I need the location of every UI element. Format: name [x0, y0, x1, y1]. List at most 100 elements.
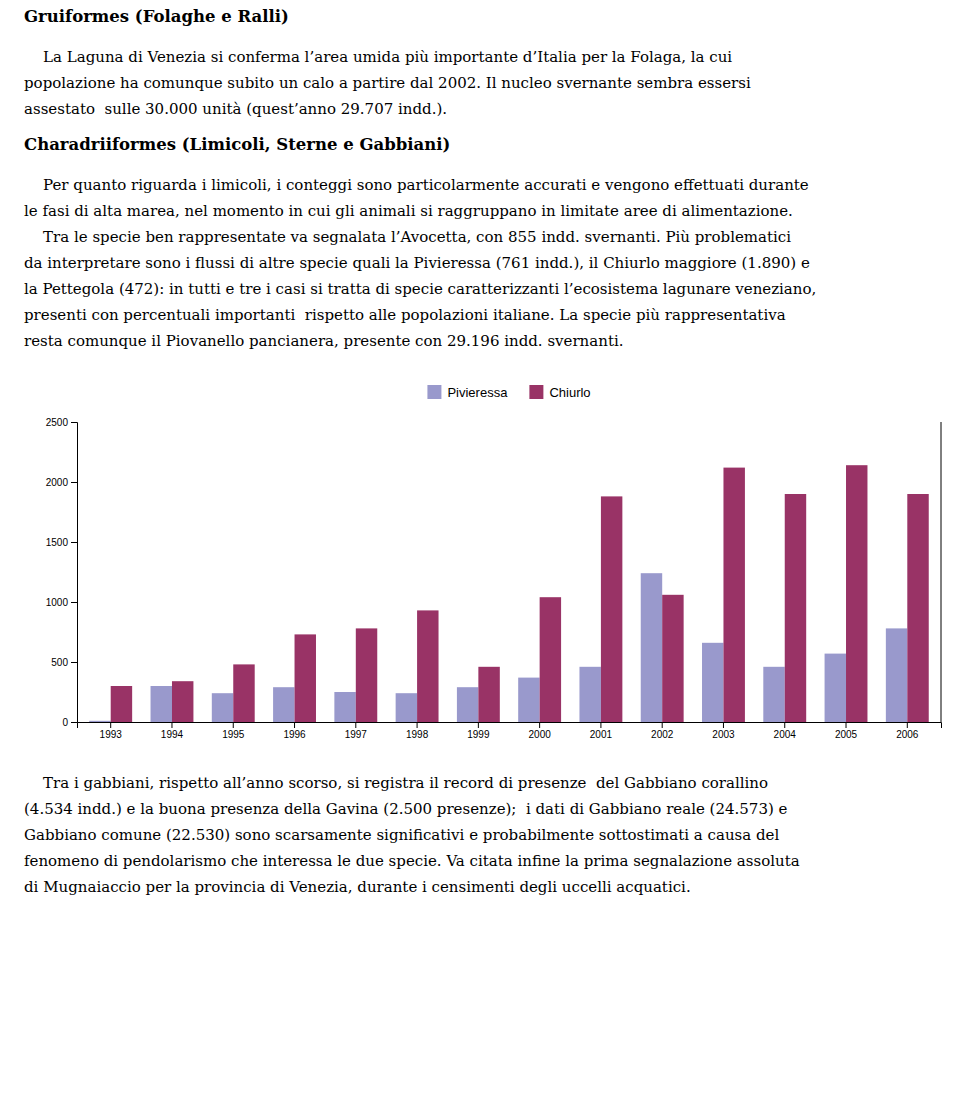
tick-mark — [71, 542, 77, 543]
bar — [723, 468, 744, 722]
bar — [540, 597, 561, 722]
bar — [579, 667, 600, 722]
legend-swatch — [427, 385, 441, 399]
section-title: Charadriiformes (Limicoli, Sterne e Gabb… — [24, 135, 450, 154]
legend-item: Pivieressa — [427, 385, 508, 400]
tick: 1994 — [161, 722, 184, 740]
tick-mark — [417, 722, 418, 728]
tick-mark — [600, 722, 601, 728]
tick-label: 2002 — [651, 729, 674, 740]
paragraph-line: Per quanto riguarda i limicoli, i conteg… — [24, 176, 809, 194]
paragraph-line: (4.534 indd.) e la buona presenza della … — [24, 800, 788, 818]
paragraph-line: assestato sulle 30.000 unità (quest’anno… — [24, 100, 447, 118]
axis-line — [71, 423, 78, 723]
bar-series — [89, 573, 907, 722]
tick-label: 1994 — [161, 729, 184, 740]
tick-mark — [110, 722, 111, 728]
section-title: Gruiformes (Folaghe e Ralli) — [24, 7, 289, 26]
bars — [89, 465, 928, 722]
tick-mark — [71, 602, 77, 603]
bar — [111, 686, 132, 722]
tick-label: 1000 — [46, 597, 69, 608]
paragraph-line: presenti con percentuali importanti risp… — [24, 306, 786, 324]
tick: 2003 — [712, 722, 735, 740]
tick-label: 2000 — [529, 729, 552, 740]
tick-mark — [71, 422, 77, 423]
axis-line — [78, 723, 942, 729]
tick: 1999 — [467, 722, 490, 740]
bar — [518, 678, 539, 722]
tick-mark — [294, 722, 295, 728]
tick-mark — [662, 722, 663, 728]
bar — [151, 686, 172, 722]
bar — [457, 687, 478, 722]
bar — [233, 664, 254, 722]
paragraph-line: Tra i gabbiani, rispetto all’anno scorso… — [24, 774, 768, 792]
paragraph-line: la Pettegola (472): in tutti e tre i cas… — [24, 280, 816, 298]
tick-mark — [784, 722, 785, 728]
bar — [273, 687, 294, 722]
page: Gruiformes (Folaghe e Ralli) La Laguna d… — [0, 0, 960, 1117]
paragraph-line: fenomeno di pendolarismo che interessa l… — [24, 852, 800, 870]
tick: 2004 — [774, 722, 797, 740]
tick-mark — [723, 722, 724, 728]
text-block: Gruiformes (Folaghe e Ralli) La Laguna d… — [24, 7, 751, 118]
bar-series — [111, 465, 929, 722]
bar — [785, 494, 806, 722]
text-block: Tra i gabbiani, rispetto all’anno scorso… — [24, 774, 800, 896]
tick-mark — [71, 722, 77, 723]
tick-label: 2500 — [46, 417, 69, 428]
tick-label: 2000 — [46, 477, 69, 488]
bar — [334, 692, 355, 722]
legend-swatch — [529, 385, 543, 399]
tick-label: 1500 — [46, 537, 69, 548]
tick-label: 1999 — [467, 729, 490, 740]
tick: 2000 — [529, 722, 552, 740]
legend-label: Pivieressa — [447, 385, 508, 400]
tick: 0 — [62, 717, 77, 728]
bar — [846, 465, 867, 722]
bar — [886, 628, 907, 722]
bar — [172, 681, 193, 722]
tick: 1500 — [46, 537, 77, 548]
text-block: Charadriiformes (Limicoli, Sterne e Gabb… — [24, 135, 816, 350]
chart: 0 500 1000 1500 2000 2500 1993 1994 1995 1996 1997… — [46, 417, 942, 740]
bar — [702, 643, 723, 722]
bar — [295, 634, 316, 722]
legend-item: Chiurlo — [529, 385, 590, 400]
tick: 2005 — [835, 722, 858, 740]
bar — [641, 573, 662, 722]
tick: 1995 — [222, 722, 245, 740]
tick-label: 1996 — [283, 729, 306, 740]
bar — [825, 654, 846, 722]
bar — [417, 610, 438, 722]
frame-line — [941, 422, 942, 722]
bar — [478, 667, 499, 722]
tick-label: 0 — [62, 717, 68, 728]
tick-label: 2006 — [896, 729, 919, 740]
paragraph-line: resta comunque il Piovanello pancianera,… — [24, 332, 623, 350]
bar — [662, 595, 683, 722]
tick-mark — [233, 722, 234, 728]
paragraph-line: da interpretare sono i flussi di altre s… — [24, 254, 810, 272]
tick: 1993 — [100, 722, 123, 740]
tick-mark — [539, 722, 540, 728]
tick-label: 1993 — [100, 729, 123, 740]
legend: Pivieressa Chiurlo — [427, 385, 590, 400]
bar — [396, 693, 417, 722]
tick: 500 — [51, 657, 77, 668]
tick-mark — [478, 722, 479, 728]
tick: 1998 — [406, 722, 429, 740]
paragraph-line: le fasi di alta marea, nel momento in cu… — [24, 202, 793, 220]
paragraph-line: Gabbiano comune (22.530) sono scarsament… — [24, 826, 779, 844]
tick-label: 2005 — [835, 729, 858, 740]
tick-label: 1997 — [345, 729, 368, 740]
tick-label: 1995 — [222, 729, 245, 740]
bar — [89, 721, 110, 722]
bar — [763, 667, 784, 722]
tick: 1996 — [283, 722, 306, 740]
tick-label: 2003 — [712, 729, 735, 740]
tick-label: 1998 — [406, 729, 429, 740]
y-axis: 0 500 1000 1500 2000 2500 — [46, 417, 78, 728]
tick: 2000 — [46, 477, 77, 488]
